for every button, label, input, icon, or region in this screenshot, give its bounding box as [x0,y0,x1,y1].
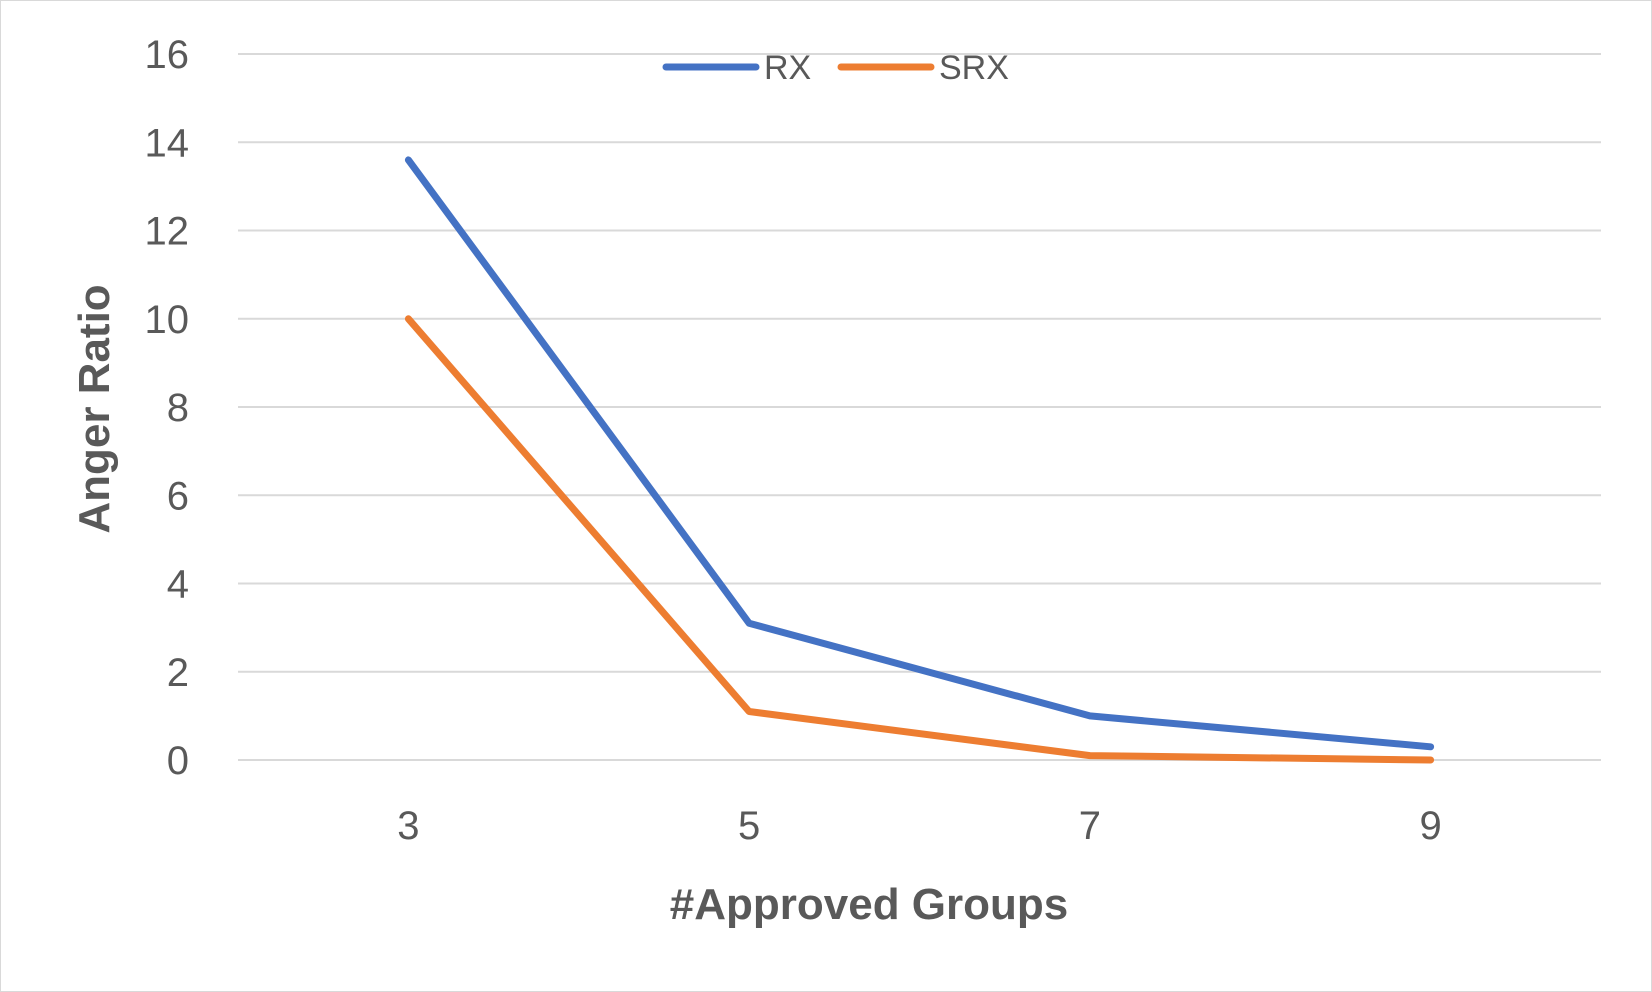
legend-label: RX [764,49,811,87]
gridlines [238,53,1601,761]
legend: RX SRX [662,49,1009,87]
y-tick-label: 16 [145,33,190,77]
x-tick-label: 3 [397,804,419,848]
x-axis-title: #Approved Groups [670,880,1069,929]
y-axis-ticks: 0 2 4 6 8 10 12 14 16 [145,33,190,783]
y-tick-label: 0 [167,739,189,783]
y-tick-label: 6 [167,474,189,518]
x-axis-ticks: 3 5 7 9 [397,804,1442,848]
y-tick-label: 10 [145,298,190,342]
series-line-rx [404,156,1435,751]
y-tick-label: 8 [167,386,189,430]
y-tick-label: 14 [145,121,190,165]
y-axis-title: Anger Ratio [70,284,119,533]
y-tick-label: 2 [167,651,189,695]
series-line-srx [404,315,1435,764]
legend-label: SRX [939,49,1009,87]
x-tick-label: 7 [1079,804,1101,848]
x-tick-label: 9 [1420,804,1442,848]
series-lines [404,156,1435,764]
y-tick-label: 4 [167,563,189,607]
y-tick-label: 12 [145,210,190,254]
x-tick-label: 5 [738,804,760,848]
